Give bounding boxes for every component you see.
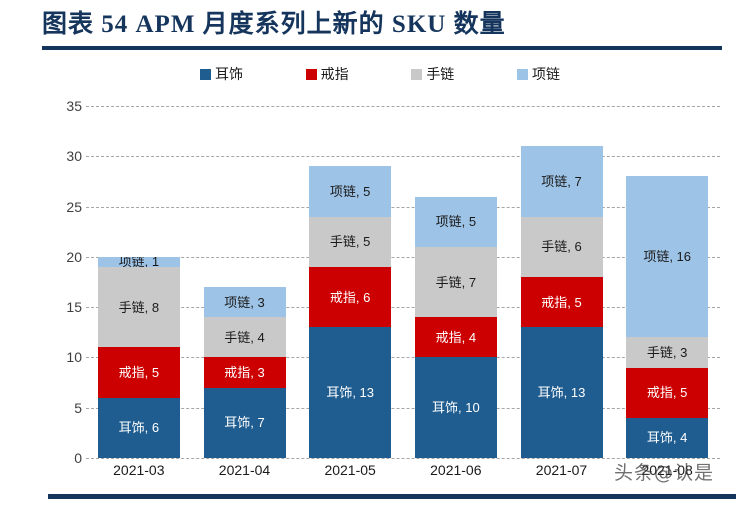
bar-segment-耳饰[interactable]: 耳饰, 4 xyxy=(626,417,709,458)
bar-segment-项链[interactable]: 项链, 5 xyxy=(309,166,392,217)
bar-segment-耳饰[interactable]: 耳饰, 13 xyxy=(520,327,603,458)
gridline xyxy=(86,106,720,107)
bar-segment-label: 戒指, 4 xyxy=(435,329,477,345)
bar-segment-label: 项链, 3 xyxy=(224,294,265,310)
bar-segment-手链[interactable]: 手链, 5 xyxy=(309,216,392,267)
legend-swatch-icon xyxy=(305,68,317,80)
bar-segment-label: 戒指, 6 xyxy=(329,289,371,305)
gridline xyxy=(86,357,720,359)
watermark: 头条@认是 xyxy=(614,462,715,484)
x-axis-tick-label: 2021-06 xyxy=(430,462,482,478)
legend-item-戒指[interactable]: 戒指 xyxy=(305,64,349,84)
plot-area xyxy=(86,106,720,459)
bar-segment-label: 项链, 5 xyxy=(329,184,371,200)
bar-segment-label: 戒指, 3 xyxy=(224,365,265,381)
y-axis-tick-label: 35 xyxy=(66,98,82,114)
bar-group-2021-03[interactable]: 项链, 1 手链, 8 戒指, 5 耳饰, 6 xyxy=(97,256,180,458)
legend-swatch-icon xyxy=(411,68,423,80)
bar-segment-label: 耳饰, 7 xyxy=(224,415,265,431)
gridline xyxy=(86,458,720,459)
bottom-rule xyxy=(48,494,736,499)
bar-segment-label: 手链, 5 xyxy=(329,234,371,250)
bar-segment-label: 项链, 7 xyxy=(541,173,582,189)
legend-item-耳饰[interactable]: 耳饰 xyxy=(200,64,243,84)
y-axis: 0 5 10 15 20 25 30 35 xyxy=(40,98,82,466)
x-axis: 2021-03 2021-04 2021-05 2021-06 2021-07 2021-… xyxy=(86,462,720,486)
bar-segment-label: 手链, 6 xyxy=(541,239,582,255)
bar-segment-项链[interactable]: 项链, 16 xyxy=(626,176,709,338)
bar-segment-戒指[interactable]: 戒指, 4 xyxy=(414,317,497,358)
bar-group-2021-06[interactable]: 项链, 5 手链, 7 戒指, 4 耳饰, 10 xyxy=(414,196,497,458)
legend-item-label: 手链 xyxy=(426,66,455,82)
legend-swatch-icon xyxy=(200,68,211,80)
y-axis-tick-label: 20 xyxy=(66,248,82,265)
bar-segment-label: 项链, 1 xyxy=(118,256,160,267)
y-axis-tick-label: 10 xyxy=(66,349,82,366)
gridline xyxy=(86,307,720,309)
bar-segment-项链[interactable]: 项链, 7 xyxy=(520,146,603,217)
title-block: 图表 54 APM 月度系列上新的 SKU 数量 xyxy=(42,8,722,50)
legend-item-label: 戒指 xyxy=(320,66,349,82)
bar-segment-label: 戒指, 5 xyxy=(646,385,688,401)
bar-segment-戒指[interactable]: 戒指, 5 xyxy=(626,367,709,418)
bar-segment-手链[interactable]: 手链, 7 xyxy=(414,246,497,318)
y-axis-tick-label: 0 xyxy=(74,450,82,466)
title-underline-rule xyxy=(42,46,722,50)
bar-segment-戒指[interactable]: 戒指, 6 xyxy=(309,266,392,328)
bar-segment-label: 耳饰, 4 xyxy=(646,430,688,446)
legend-item-项链[interactable]: 项链 xyxy=(516,64,560,84)
chart-legend: 耳饰 戒指 手链 项链 xyxy=(200,62,560,86)
bar-segment-项链[interactable]: 项链, 5 xyxy=(414,196,497,247)
bar-segment-label: 耳饰, 10 xyxy=(431,400,480,416)
gridline xyxy=(86,407,720,409)
x-axis-tick-label: 2021-07 xyxy=(535,462,588,478)
bar-segment-手链[interactable]: 手链, 3 xyxy=(626,337,709,368)
y-axis-tick-label: 30 xyxy=(66,148,82,165)
bar-segment-手链[interactable]: 手链, 6 xyxy=(520,216,603,277)
bar-segment-戒指[interactable]: 戒指, 5 xyxy=(520,276,603,328)
legend-item-label: 项链 xyxy=(531,66,560,82)
x-axis-tick-label: 2021-08 xyxy=(641,462,693,478)
gridline xyxy=(86,156,720,158)
bar-segment-label: 耳饰, 6 xyxy=(118,420,160,436)
gridline xyxy=(86,256,720,258)
bar-segment-label: 手链, 3 xyxy=(646,344,688,360)
bar-group-2021-07[interactable]: 项链, 7 手链, 6 戒指, 5 耳饰, 13 xyxy=(520,146,603,458)
bar-segment-项链[interactable]: 项链, 3 xyxy=(203,287,286,318)
legend-swatch-icon xyxy=(516,68,528,80)
bar-segment-戒指[interactable]: 戒指, 5 xyxy=(97,347,180,398)
page-title: 图表 54 APM 月度系列上新的 SKU 数量 xyxy=(42,11,506,38)
legend-item-label: 耳饰 xyxy=(215,66,243,82)
gridline xyxy=(86,206,720,208)
bar-segment-耳饰[interactable]: 耳饰, 6 xyxy=(97,397,180,458)
bar-segment-label: 手链, 8 xyxy=(118,299,160,315)
bar-segment-label: 项链, 5 xyxy=(435,214,477,230)
bar-group-2021-08[interactable]: 项链, 16 手链, 3 戒指, 5 耳饰, 4 xyxy=(626,176,709,458)
bar-segment-项链[interactable]: 项链, 1 xyxy=(97,256,180,267)
y-axis-tick-label: 25 xyxy=(66,198,82,215)
y-axis-tick-label: 5 xyxy=(74,399,82,416)
bar-segment-耳饰[interactable]: 耳饰, 7 xyxy=(203,387,286,458)
bar-segment-label: 戒指, 5 xyxy=(541,294,582,310)
bar-segment-手链[interactable]: 手链, 8 xyxy=(97,266,180,348)
x-axis-tick-label: 2021-05 xyxy=(324,462,376,478)
bar-segment-手链[interactable]: 手链, 4 xyxy=(203,317,286,358)
bar-segment-label: 耳饰, 13 xyxy=(537,385,586,401)
bar-segment-label: 手链, 7 xyxy=(435,274,477,290)
bar-segment-label: 项链, 16 xyxy=(643,249,691,265)
bar-segment-label: 耳饰, 13 xyxy=(326,385,374,401)
y-axis-tick-label: 15 xyxy=(66,299,82,316)
bar-series-container: 项链, 1 手链, 8 戒指, 5 耳饰, 6 项链, 3 手链, 4 戒指, 3 耳饰, 7… xyxy=(86,106,720,458)
bar-segment-耳饰[interactable]: 耳饰, 13 xyxy=(309,327,392,458)
x-axis-tick-label: 2021-04 xyxy=(218,462,271,478)
bar-group-2021-04[interactable]: 项链, 3 手链, 4 戒指, 3 耳饰, 7 xyxy=(203,287,286,458)
bar-segment-耳饰[interactable]: 耳饰, 10 xyxy=(414,357,497,458)
legend-item-手链[interactable]: 手链 xyxy=(411,64,454,84)
bar-group-2021-05[interactable]: 项链, 5 手链, 5 戒指, 6 耳饰, 13 xyxy=(309,166,392,458)
x-axis-tick-label: 2021-03 xyxy=(113,462,165,478)
bar-segment-label: 戒指, 5 xyxy=(118,365,160,381)
bar-segment-戒指[interactable]: 戒指, 3 xyxy=(203,357,286,388)
bar-segment-label: 手链, 4 xyxy=(224,329,265,345)
